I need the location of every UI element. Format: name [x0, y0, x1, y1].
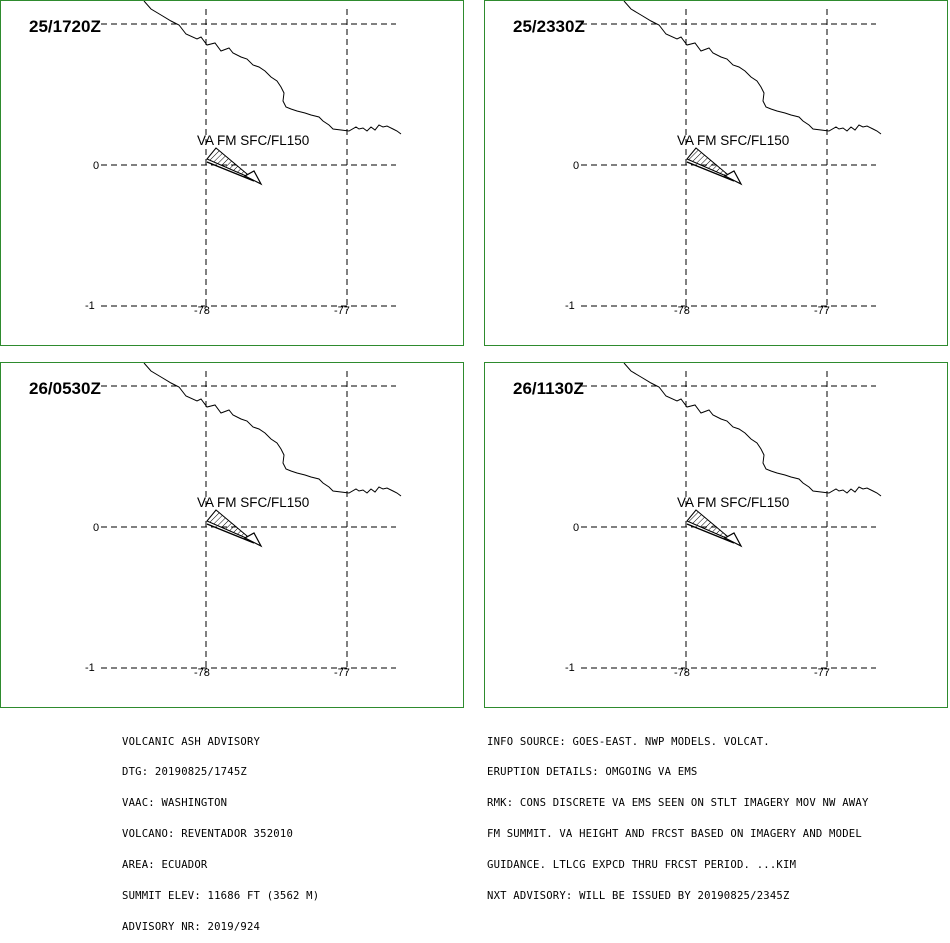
va-label: VA FM SFC/FL150	[677, 133, 789, 148]
panel-time: 25/1720Z	[29, 17, 101, 36]
panel-map: 0 -1 -78 -77 VA FM SFC/FL150	[85, 363, 402, 679]
advisory-line: GUIDANCE. LTLCG EXPCD THRU FRCST PERIOD.…	[487, 859, 797, 872]
forecast-panel-1: 0 -1 -78 -77 VA FM SFC/FL150 25/1720Z	[0, 0, 464, 346]
lon-label: -77	[814, 667, 830, 679]
forecast-panel-2: 0 -1 -78 -77 VA FM SFC/FL150 25/2330Z	[484, 0, 948, 346]
coastline	[623, 363, 882, 497]
ash-plume	[686, 147, 734, 180]
panel-time: 26/0530Z	[29, 379, 101, 398]
coastline	[143, 363, 402, 497]
arrow-head	[723, 170, 743, 186]
arrow-head	[723, 532, 743, 548]
lon-label: -78	[194, 305, 210, 317]
advisory-line: RMK: CONS DISCRETE VA EMS SEEN ON STLT I…	[487, 797, 869, 810]
plume-arrow	[206, 523, 255, 544]
lat-lon-grid	[581, 371, 876, 673]
coastline	[623, 1, 882, 135]
ash-plume	[686, 509, 734, 542]
advisory-line: FM SUMMIT. VA HEIGHT AND FRCST BASED ON …	[487, 828, 862, 841]
plume-arrow	[686, 523, 735, 544]
advisory-details-left: VOLCANIC ASH ADVISORY DTG: 20190825/1745…	[122, 716, 319, 943]
advisory-line: INFO SOURCE: GOES-EAST. NWP MODELS. VOLC…	[487, 735, 770, 748]
lat-label: 0	[573, 522, 579, 534]
lat-label: 0	[93, 160, 99, 172]
lat-lon-grid	[101, 9, 396, 311]
va-label: VA FM SFC/FL150	[197, 133, 309, 148]
advisory-line: SUMMIT ELEV: 11686 FT (3562 M)	[122, 890, 320, 903]
advisory-line: ERUPTION DETAILS: OMGOING VA EMS	[487, 766, 698, 779]
coastline	[143, 1, 402, 135]
va-label: VA FM SFC/FL150	[677, 495, 789, 510]
advisory-line: VAAC: WASHINGTON	[122, 797, 228, 810]
va-label: VA FM SFC/FL150	[197, 495, 309, 510]
panel-time: 26/1130Z	[513, 379, 584, 398]
panel-map: 0 -1 -78 -77 VA FM SFC/FL150	[565, 1, 882, 317]
lat-lon-grid	[581, 9, 876, 311]
advisory-line: AREA: ECUADOR	[122, 859, 208, 872]
ash-plume	[206, 509, 254, 542]
lat-label: 0	[573, 160, 579, 172]
panel-map: 0 -1 -78 -77 VA FM SFC/FL150	[565, 363, 882, 679]
panel-map: 0 -1 -78 -77 VA FM SFC/FL150	[85, 1, 402, 317]
lon-label: -77	[334, 667, 350, 679]
lat-label: -1	[565, 662, 575, 674]
forecast-panel-3: 0 -1 -78 -77 VA FM SFC/FL150 26/0530Z	[0, 362, 464, 708]
lon-label: -77	[334, 305, 350, 317]
advisory-line: NXT ADVISORY: WILL BE ISSUED BY 20190825…	[487, 890, 790, 903]
lon-label: -78	[194, 667, 210, 679]
lat-label: -1	[85, 662, 95, 674]
advisory-details-right: INFO SOURCE: GOES-EAST. NWP MODELS. VOLC…	[487, 716, 869, 912]
arrow-head	[243, 170, 263, 186]
panel-time: 25/2330Z	[513, 17, 585, 36]
advisory-line: DTG: 20190825/1745Z	[122, 766, 247, 779]
lat-lon-grid	[101, 371, 396, 673]
advisory-line: VOLCANIC ASH ADVISORY	[122, 735, 261, 748]
advisory-line: VOLCANO: REVENTADOR 352010	[122, 828, 294, 841]
advisory-line: ADVISORY NR: 2019/924	[122, 920, 261, 933]
lat-label: -1	[85, 300, 95, 312]
lat-label: 0	[93, 522, 99, 534]
lon-label: -78	[674, 667, 690, 679]
lon-label: -77	[814, 305, 830, 317]
forecast-panel-4: 0 -1 -78 -77 VA FM SFC/FL150 26/1130Z	[484, 362, 948, 708]
lat-label: -1	[565, 300, 575, 312]
ash-plume	[206, 147, 254, 180]
plume-arrow	[686, 161, 735, 182]
lon-label: -78	[674, 305, 690, 317]
plume-arrow	[206, 161, 255, 182]
arrow-head	[243, 532, 263, 548]
